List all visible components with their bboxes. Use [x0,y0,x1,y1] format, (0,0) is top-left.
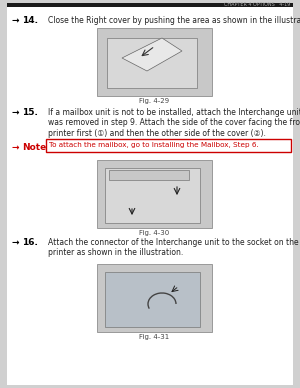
Text: Note: Note [22,143,46,152]
Bar [46,139,291,152]
Text: →: → [12,108,20,117]
Text: 15.: 15. [22,108,38,117]
Bar [105,272,200,327]
Polygon shape [122,38,182,71]
Text: If a mailbox unit is not to be installed, attach the Interchange unit cover that: If a mailbox unit is not to be installed… [48,108,300,138]
Text: CHAPTER 4 OPTIONS   4-19: CHAPTER 4 OPTIONS 4-19 [224,2,290,7]
Text: Fig. 4-29: Fig. 4-29 [140,98,169,104]
Text: To attach the mailbox, go to Installing the Mailbox, Step 6.: To attach the mailbox, go to Installing … [49,142,259,147]
Text: Fig. 4-31: Fig. 4-31 [140,334,169,340]
Text: →: → [12,238,20,247]
Bar [107,38,197,88]
Text: 14.: 14. [22,16,38,25]
Text: Fig. 4-30: Fig. 4-30 [140,230,169,236]
Text: 16.: 16. [22,238,38,247]
Bar [109,170,189,180]
Bar [105,168,200,223]
Text: Attach the connector of the Interchange unit to the socket on the back of the
pr: Attach the connector of the Interchange … [48,238,300,257]
Text: Close the Right cover by pushing the area as shown in the illustration.: Close the Right cover by pushing the are… [48,16,300,25]
Text: →: → [12,16,20,25]
Bar [97,160,212,228]
Text: →: → [12,143,20,152]
Bar [7,3,293,7]
Bar [97,28,212,96]
Bar [97,264,212,332]
